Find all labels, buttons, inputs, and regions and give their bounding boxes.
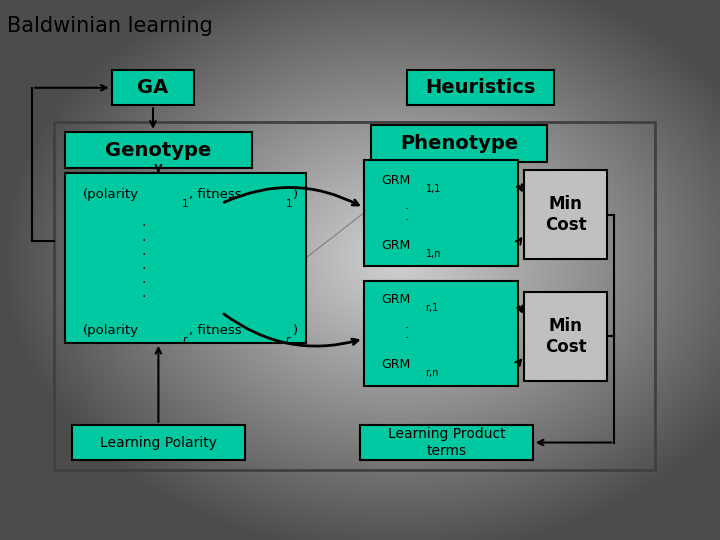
Text: GRM: GRM	[382, 174, 411, 187]
Text: .: .	[142, 272, 146, 286]
Text: (polarity: (polarity	[83, 324, 139, 337]
Text: .: .	[405, 318, 409, 330]
Text: r,1: r,1	[426, 303, 438, 313]
FancyBboxPatch shape	[65, 173, 306, 343]
Text: .: .	[142, 258, 146, 272]
Text: Phenotype: Phenotype	[400, 134, 518, 153]
Text: Min
Cost: Min Cost	[545, 317, 586, 355]
Text: GRM: GRM	[382, 239, 411, 252]
FancyBboxPatch shape	[360, 425, 533, 460]
Text: Learning Product
terms: Learning Product terms	[387, 428, 505, 457]
Text: Genotype: Genotype	[105, 140, 212, 160]
Text: r,n: r,n	[426, 368, 439, 377]
Text: .: .	[142, 244, 146, 258]
FancyBboxPatch shape	[364, 160, 518, 266]
Text: 1,1: 1,1	[426, 184, 441, 194]
Text: Baldwinian learning: Baldwinian learning	[7, 16, 213, 36]
Text: 1,n: 1,n	[426, 249, 441, 259]
Text: .: .	[142, 286, 146, 300]
Text: ): )	[293, 188, 298, 201]
Text: .: .	[142, 215, 146, 230]
Text: .: .	[405, 199, 409, 212]
Text: GA: GA	[138, 78, 168, 97]
Text: .: .	[142, 230, 146, 244]
FancyBboxPatch shape	[524, 170, 607, 259]
FancyBboxPatch shape	[364, 281, 518, 386]
Text: Min
Cost: Min Cost	[545, 195, 586, 234]
Text: r: r	[182, 335, 186, 345]
Text: , fitness: , fitness	[189, 324, 242, 337]
FancyBboxPatch shape	[72, 425, 245, 460]
Text: (polarity: (polarity	[83, 188, 139, 201]
Text: ): )	[293, 324, 298, 337]
Text: r: r	[286, 335, 290, 345]
Text: GRM: GRM	[382, 358, 411, 371]
Text: , fitness: , fitness	[189, 188, 242, 201]
Text: 1: 1	[286, 199, 292, 209]
Text: Learning Polarity: Learning Polarity	[100, 436, 217, 449]
Text: Heuristics: Heuristics	[426, 78, 536, 97]
Text: 1: 1	[182, 199, 189, 209]
FancyBboxPatch shape	[524, 292, 607, 381]
Text: .: .	[405, 210, 409, 222]
FancyBboxPatch shape	[407, 70, 554, 105]
Text: .: .	[405, 328, 409, 341]
FancyBboxPatch shape	[112, 70, 194, 105]
Text: GRM: GRM	[382, 293, 411, 306]
FancyBboxPatch shape	[371, 125, 547, 162]
FancyBboxPatch shape	[65, 132, 252, 168]
